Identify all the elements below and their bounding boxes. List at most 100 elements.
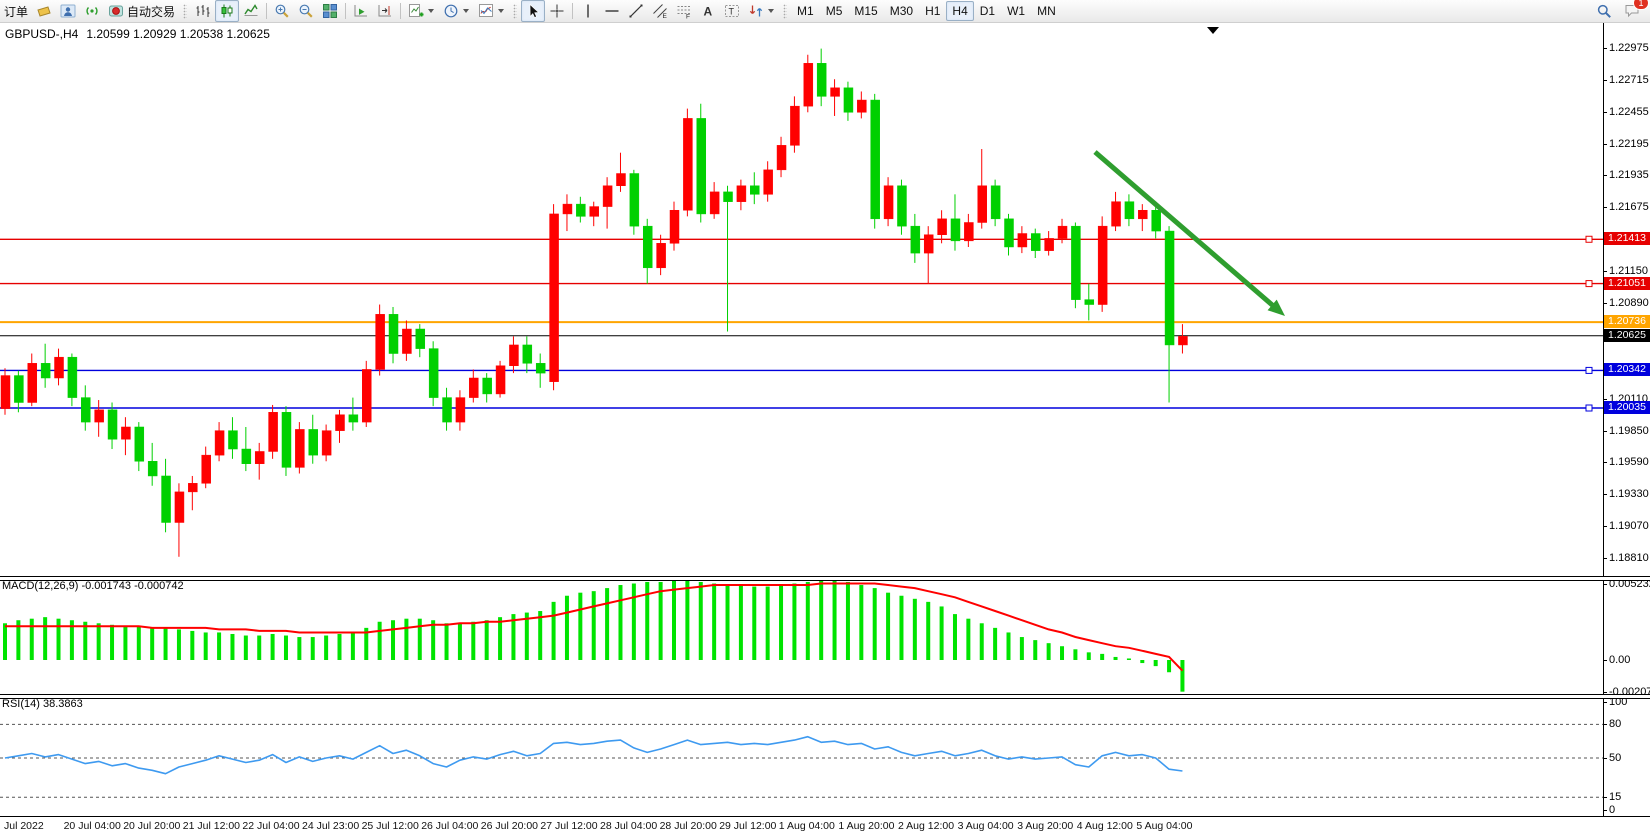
price-level-label[interactable]: 1.20035 — [1604, 401, 1650, 414]
chart-shift-button[interactable] — [373, 0, 397, 22]
axis-tick — [1604, 398, 1607, 400]
cursor-icon — [525, 3, 541, 19]
svg-text:T: T — [729, 7, 735, 17]
search-button[interactable] — [1592, 0, 1616, 22]
timeframe-w1-button[interactable]: W1 — [1001, 1, 1031, 21]
timeframe-m15-button[interactable]: M15 — [848, 1, 883, 21]
line-handle[interactable] — [1585, 366, 1593, 374]
timeframe-d1-button[interactable]: D1 — [974, 1, 1001, 21]
overlay-layer[interactable] — [1093, 27, 1285, 316]
arrows-button[interactable] — [744, 0, 779, 22]
rsi-panel[interactable] — [0, 697, 1603, 816]
auto-scroll-button[interactable] — [349, 0, 373, 22]
line-chart-icon — [243, 3, 259, 19]
rsi-indicator-label: RSI(14) 38.3863 — [2, 698, 83, 710]
toolbar-drag-handle[interactable] — [183, 3, 188, 19]
price-level-label[interactable]: 1.21051 — [1604, 276, 1650, 290]
candlestick-button[interactable] — [215, 0, 240, 22]
toolbar-separator — [400, 3, 402, 19]
macd-signal-line — [5, 582, 1184, 672]
axis-tick — [1604, 724, 1607, 726]
profile-icon — [60, 3, 76, 19]
periods-clock-icon — [443, 3, 459, 19]
axis-tick — [1604, 271, 1607, 273]
line-handle[interactable] — [1585, 404, 1593, 412]
toolbar-drag-handle[interactable] — [783, 3, 788, 19]
fibonacci-button[interactable]: F — [672, 0, 696, 22]
time-tick-label: 28 Jul 04:00 — [600, 820, 658, 832]
trendline-button[interactable] — [624, 0, 648, 22]
text-label-button[interactable]: T — [720, 0, 744, 22]
price-level-label[interactable]: 1.20736 — [1604, 315, 1650, 329]
options-button[interactable] — [56, 0, 80, 22]
fibonacci-icon: F — [676, 3, 692, 19]
chevron-down-icon[interactable] — [768, 9, 775, 13]
toolbar-separator — [266, 3, 268, 19]
cursor-button[interactable] — [521, 0, 546, 22]
chart-shift-marker[interactable] — [1207, 27, 1219, 34]
vertical-line-icon — [580, 3, 596, 19]
axis-tick — [1604, 207, 1607, 209]
price-level-label[interactable]: 1.20342 — [1604, 363, 1650, 377]
timeframe-m30-button[interactable]: M30 — [884, 1, 919, 21]
new-order-button[interactable]: 订单 — [0, 0, 32, 22]
price-level-label[interactable]: 1.20625 — [1604, 328, 1650, 342]
horizontal-line-button[interactable] — [600, 0, 624, 22]
line-handle[interactable] — [1585, 280, 1593, 288]
axis-tick — [1604, 79, 1607, 81]
axis-tick — [1604, 494, 1607, 496]
toolbar-separator — [572, 3, 574, 19]
panel-separator[interactable] — [0, 694, 1650, 699]
search-icon — [1596, 3, 1612, 19]
tile-windows-button[interactable] — [318, 0, 342, 22]
chart-shift-icon — [377, 3, 393, 19]
axis-tick — [1604, 526, 1607, 528]
axis-tick — [1604, 175, 1607, 177]
chevron-down-icon[interactable] — [428, 9, 435, 13]
timeframe-mn-button[interactable]: MN — [1031, 1, 1062, 21]
metaeditor-button[interactable] — [32, 0, 56, 22]
vertical-line-button[interactable] — [576, 0, 600, 22]
axis-tick — [1604, 430, 1607, 432]
chevron-down-icon[interactable] — [463, 9, 470, 13]
line-handle[interactable] — [1585, 235, 1593, 243]
zoom-in-button[interactable] — [270, 0, 294, 22]
timeframe-w1-button-label: W1 — [1007, 4, 1026, 18]
main-price-chart[interactable] — [0, 22, 1603, 576]
autotrading-button[interactable]: 自动交易 — [104, 0, 179, 22]
equidistant-channel-button[interactable]: E — [648, 0, 672, 22]
panel-separator[interactable] — [0, 576, 1650, 581]
timeframe-h4-button-label: H4 — [952, 4, 968, 18]
crosshair-button[interactable] — [545, 0, 569, 22]
trend-arrow[interactable] — [1093, 150, 1277, 309]
price-level-label[interactable]: 1.21413 — [1604, 232, 1650, 246]
level-lines-layer[interactable] — [0, 235, 1603, 412]
new-chart-icon — [408, 3, 424, 19]
time-tick-label: 4 Aug 12:00 — [1076, 820, 1133, 832]
indicators-button[interactable] — [474, 0, 509, 22]
new-chart-button[interactable] — [404, 0, 439, 22]
timeframe-m1-button[interactable]: M1 — [791, 1, 820, 21]
line-chart-button[interactable] — [239, 0, 263, 22]
time-axis[interactable]: Jul 2022 20 Jul 04:00 20 Jul 20:00 21 Jul 1… — [0, 816, 1650, 834]
time-tick-label: 29 Jul 12:00 — [719, 820, 777, 832]
time-tick-label: 27 Jul 12:00 — [540, 820, 598, 832]
chevron-down-icon[interactable] — [498, 9, 505, 13]
timeframe-h1-button[interactable]: H1 — [919, 1, 946, 21]
time-tick-label: 2 Aug 12:00 — [898, 820, 955, 832]
signal-icon — [84, 3, 100, 19]
toolbar-drag-handle[interactable] — [513, 3, 518, 19]
timeframe-m5-button[interactable]: M5 — [820, 1, 849, 21]
zoom-out-button[interactable] — [294, 0, 318, 22]
text-button[interactable]: A — [696, 0, 720, 22]
trend-arrow-head[interactable] — [1267, 299, 1285, 316]
bar-chart-button[interactable] — [191, 0, 215, 22]
community-button[interactable] — [80, 0, 104, 22]
periods-button[interactable] — [439, 0, 474, 22]
rsi-axis-label: 80 — [1609, 718, 1622, 731]
timeframe-h4-button[interactable]: H4 — [946, 1, 974, 21]
new-order-button-label: 订单 — [4, 4, 29, 19]
crosshair-icon — [549, 3, 565, 19]
candles-layer — [0, 48, 1188, 557]
macd-panel[interactable] — [0, 579, 1603, 694]
